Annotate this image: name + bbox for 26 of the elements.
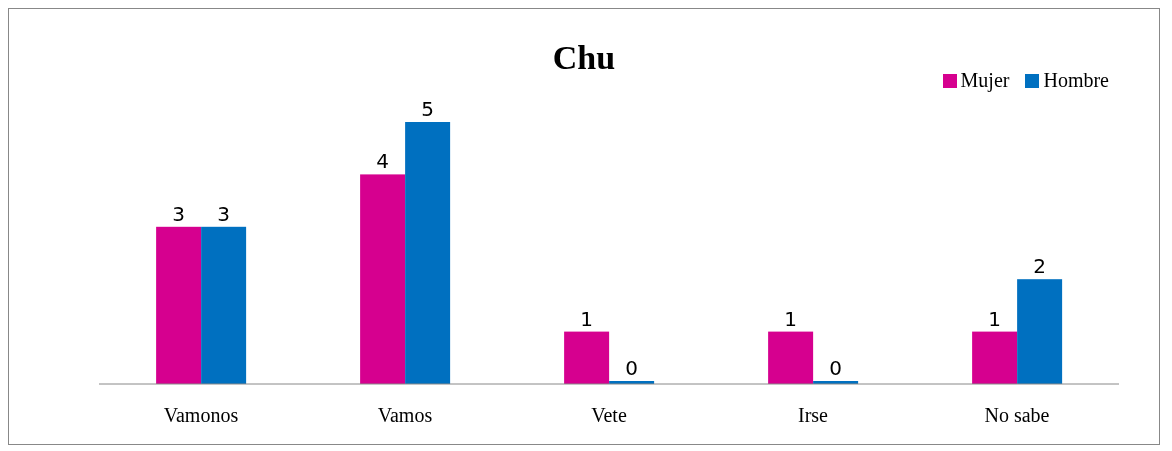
x-tick-label: Irse: [798, 404, 829, 427]
data-label: 4: [376, 149, 389, 174]
bar: [564, 331, 610, 384]
data-label: 1: [580, 306, 593, 331]
data-label: 0: [625, 356, 638, 380]
data-label: 3: [172, 201, 185, 226]
legend-label: Hombre: [1042, 69, 1109, 92]
x-tick-label: Vamonos: [163, 404, 239, 427]
bar: [201, 226, 247, 384]
data-label: 5: [421, 97, 434, 121]
x-tick-label: No sabe: [984, 404, 1050, 427]
data-label: 3: [217, 201, 230, 226]
bar: [1017, 279, 1063, 384]
x-tick-label: Vete: [591, 404, 627, 427]
bar: [360, 174, 406, 384]
bar: [972, 331, 1018, 384]
data-label: 1: [784, 306, 797, 331]
bar: [156, 226, 202, 384]
bar: [768, 331, 814, 384]
x-tick-label: Vamos: [377, 404, 433, 427]
data-label: 1: [988, 306, 1001, 331]
data-label: 2: [1033, 254, 1046, 279]
chart-title: Chu: [552, 39, 616, 76]
data-label: 0: [829, 356, 842, 380]
bar: [405, 122, 451, 384]
legend-label: Mujer: [959, 69, 1010, 92]
